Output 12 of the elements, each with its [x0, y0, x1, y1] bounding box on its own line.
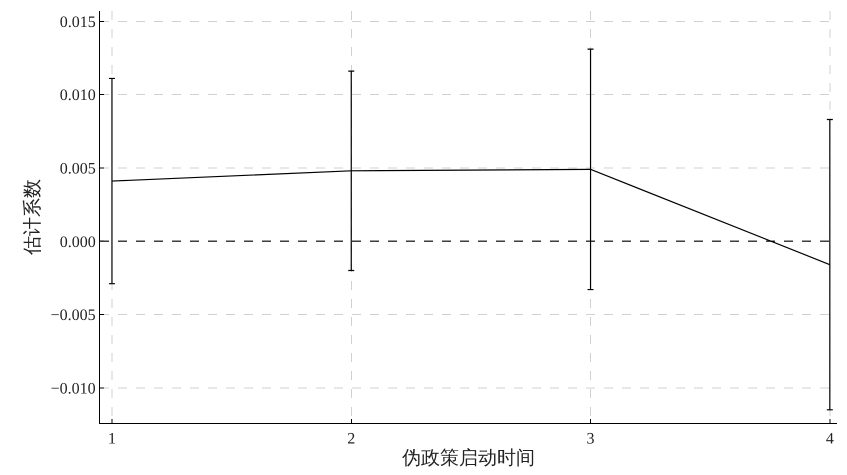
x-tick-label: 4 [826, 430, 834, 448]
x-tick-label: 1 [108, 430, 116, 448]
y-tick-label: 0.015 [60, 14, 96, 31]
x-tick-label: 3 [586, 430, 595, 448]
y-tick-label: 0.000 [60, 234, 96, 251]
y-tick-label: 0.005 [60, 160, 96, 178]
y-tick-label: −0.005 [50, 307, 96, 324]
y-tick-label: 0.010 [60, 87, 96, 104]
y-tick-label: −0.010 [50, 380, 96, 398]
y-axis-title: 估计系数 [22, 179, 44, 256]
x-axis-title: 伪政策启动时间 [402, 447, 535, 470]
x-tick-label: 2 [347, 430, 356, 448]
